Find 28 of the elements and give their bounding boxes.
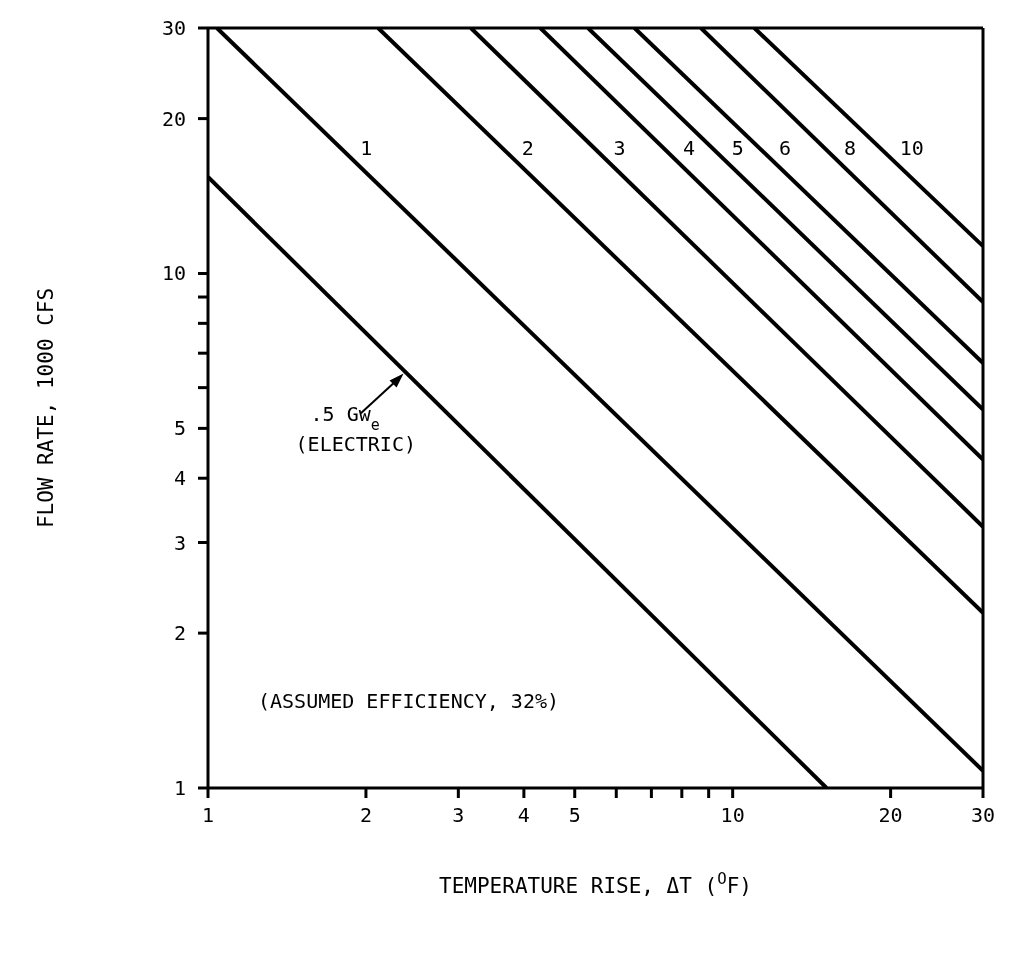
series-label: 10 [899,136,924,161]
x-tick-label: 4 [517,803,530,827]
y-tick-label: 30 [161,16,186,40]
series-label: 4 [682,136,695,161]
x-tick-label: 30 [970,803,996,827]
y-tick-label: 3 [173,530,186,555]
x-tick-label: 10 [720,803,745,827]
series-label: 8 [843,136,856,161]
x-tick-label: 3 [452,803,465,827]
y-tick-label: 5 [173,416,186,441]
y-tick-label: 20 [161,106,186,131]
series-label: 3 [613,136,626,161]
x-tick-label: 20 [878,803,903,827]
x-tick-label: 5 [568,803,581,827]
series-label: 6 [778,136,791,161]
series-label: 2 [521,136,534,161]
x-tick-label: 2 [359,803,372,827]
x-axis-title: TEMPERATURE RISE, ΔT ($^{O}$F) [439,868,752,898]
annotation: (ASSUMED EFFICIENCY, 32%) [258,689,560,713]
y-axis-title: FLOW RATE, 1000 CFS [34,287,58,529]
y-tick-label: 4 [173,466,186,491]
y-tick-label: 1 [173,776,186,800]
annotation: .5 Gw$_{e}$ (ELECTRIC) [295,402,416,457]
series-label: 1 [360,136,373,161]
y-tick-label: 10 [161,261,186,286]
x-tick-label: 1 [201,803,215,827]
y-tick-label: 2 [173,621,186,646]
series-label: 5 [731,136,744,161]
